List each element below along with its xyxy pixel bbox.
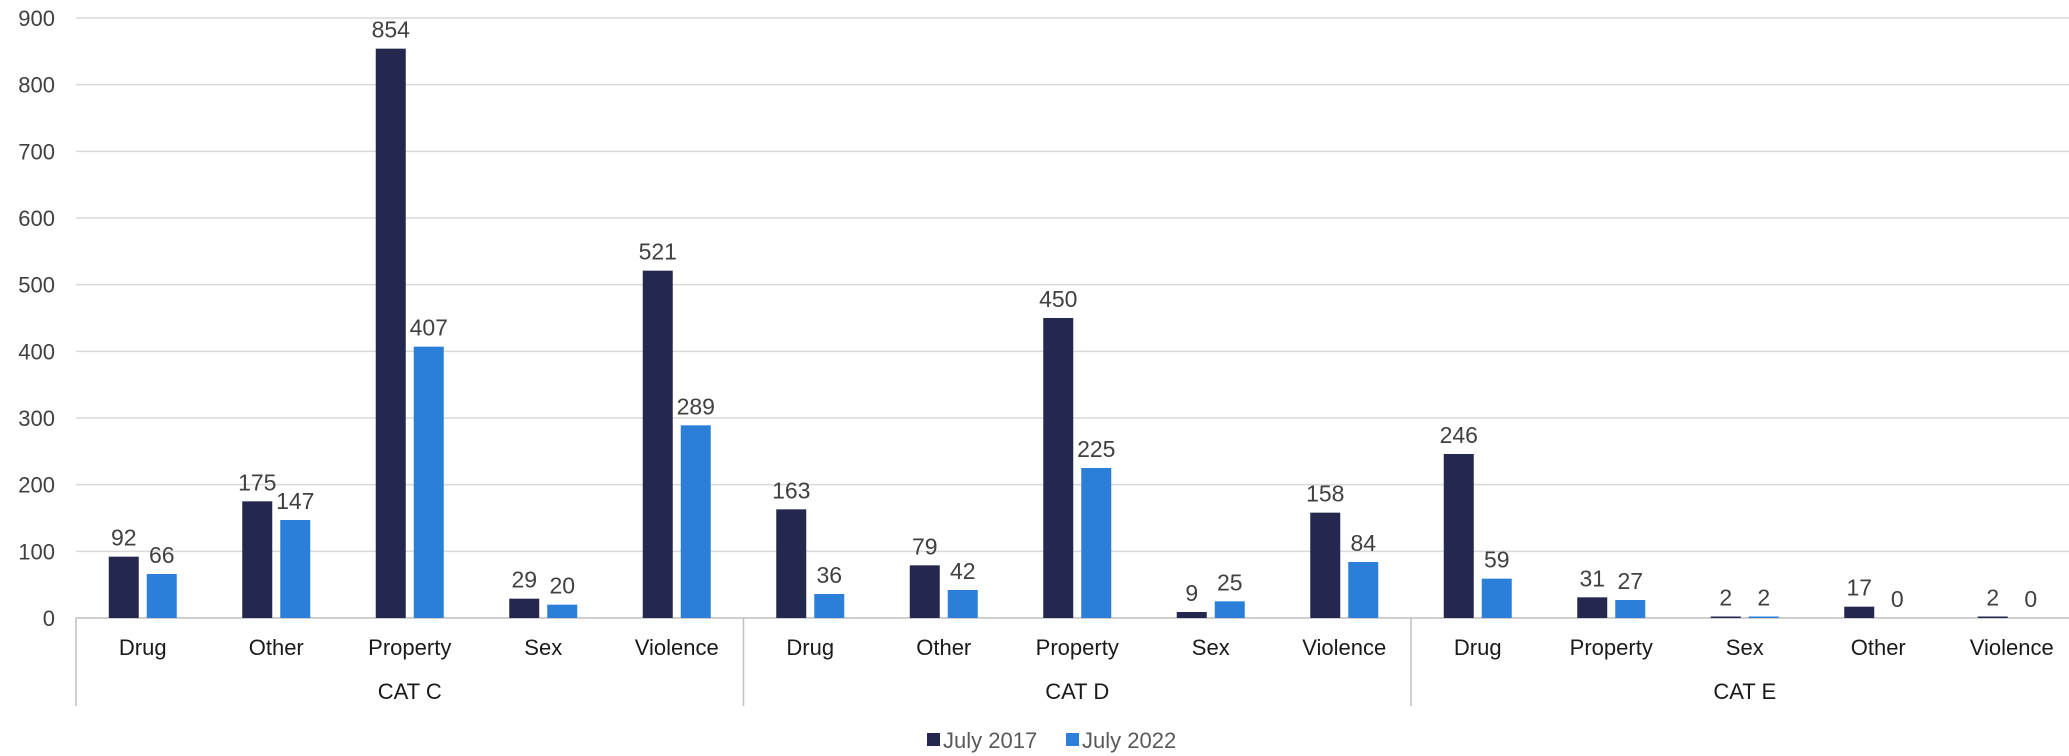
bar-july-2017 <box>776 509 807 618</box>
bar-july-2022 <box>280 520 311 618</box>
bars <box>108 48 2008 618</box>
data-label: 66 <box>149 542 175 568</box>
bar-july-2022 <box>1348 562 1379 618</box>
data-label: 27 <box>1617 568 1643 594</box>
y-tick-label: 0 <box>43 606 55 631</box>
x-category-label: Drug <box>786 635 834 660</box>
data-label: 163 <box>772 477 810 503</box>
bar-july-2017 <box>1844 606 1875 618</box>
y-tick-label: 500 <box>18 273 55 298</box>
x-category-label: Property <box>368 635 451 660</box>
data-label: 225 <box>1077 436 1115 462</box>
y-tick-label: 900 <box>18 6 55 31</box>
x-category-label: Violence <box>1970 635 2054 660</box>
x-category-label: Drug <box>119 635 167 660</box>
data-label: 0 <box>1891 586 1904 612</box>
bar-july-2022 <box>947 590 978 618</box>
x-category-label: Other <box>916 635 971 660</box>
x-category-label: Other <box>249 635 304 660</box>
bar-july-2017 <box>1176 612 1207 618</box>
y-tick-label: 200 <box>18 473 55 498</box>
data-label: 31 <box>1579 565 1605 591</box>
bar-july-2022 <box>413 346 444 618</box>
x-category-label: Property <box>1036 635 1119 660</box>
data-label: 42 <box>950 558 976 584</box>
bar-july-2022 <box>1748 616 1779 618</box>
x-category-label: Violence <box>1302 635 1386 660</box>
bar-july-2017 <box>1710 616 1741 618</box>
x-category-label: Sex <box>524 635 562 660</box>
x-category-label: Other <box>1851 635 1906 660</box>
bar-july-2022 <box>547 604 578 618</box>
bar-july-2017 <box>1977 616 2008 618</box>
bar-july-2017 <box>1577 597 1608 618</box>
x-category-label: Sex <box>1726 635 1764 660</box>
data-label: 79 <box>912 533 938 559</box>
data-label: 2 <box>1757 585 1770 611</box>
data-label: 854 <box>372 17 411 43</box>
bar-july-2017 <box>242 501 273 618</box>
bar-july-2022 <box>1214 601 1245 618</box>
x-group-label: CAT D <box>1045 679 1109 704</box>
y-tick-label: 700 <box>18 139 55 164</box>
x-category-label: Drug <box>1454 635 1502 660</box>
data-label: 36 <box>816 562 842 588</box>
data-label: 17 <box>1846 575 1872 601</box>
bar-july-2022 <box>814 594 845 618</box>
bar-july-2022 <box>1081 468 1112 618</box>
y-tick-label: 400 <box>18 339 55 364</box>
x-category-label: Sex <box>1192 635 1230 660</box>
x-category-label: Property <box>1570 635 1653 660</box>
legend-label: July 2017 <box>943 728 1037 753</box>
legend-label: July 2022 <box>1082 728 1176 753</box>
bar-july-2022 <box>680 425 711 618</box>
bar-july-2017 <box>1043 318 1074 618</box>
data-label: 175 <box>238 469 276 495</box>
data-label: 147 <box>276 488 314 514</box>
y-tick-label: 600 <box>18 206 55 231</box>
data-label: 2 <box>1986 585 1999 611</box>
data-label: 289 <box>677 393 715 419</box>
data-label: 20 <box>549 573 575 599</box>
y-tick-label: 800 <box>18 73 55 98</box>
x-group-label: CAT C <box>378 679 442 704</box>
data-label: 158 <box>1306 481 1344 507</box>
data-label: 9 <box>1185 580 1198 606</box>
bar-july-2017 <box>509 598 540 618</box>
y-tick-label: 300 <box>18 406 55 431</box>
data-label: 2 <box>1719 585 1732 611</box>
bar-july-2022 <box>1481 578 1512 618</box>
bar-july-2022 <box>1615 600 1646 618</box>
bar-july-2017 <box>1443 454 1474 618</box>
legend-swatch <box>927 733 940 746</box>
bar-july-2017 <box>375 48 406 618</box>
data-label: 450 <box>1039 286 1077 312</box>
data-label: 92 <box>111 525 137 551</box>
x-axis: Drug Other Property Sex Violence CAT C Drug Oth… <box>75 618 2054 706</box>
data-label: 25 <box>1217 569 1243 595</box>
data-label: 521 <box>639 239 677 265</box>
bar-july-2017 <box>909 565 940 618</box>
legend-swatch <box>1066 733 1079 746</box>
data-label: 246 <box>1440 422 1478 448</box>
x-category-label: Violence <box>635 635 719 660</box>
y-tick-label: 100 <box>18 539 55 564</box>
bar-july-2022 <box>146 574 177 618</box>
data-label: 59 <box>1484 547 1510 573</box>
data-label: 0 <box>2024 586 2037 612</box>
data-label: 84 <box>1350 530 1376 556</box>
data-label: 407 <box>410 315 448 341</box>
bar-july-2017 <box>642 270 673 618</box>
bar-july-2017 <box>108 556 139 618</box>
y-axis-ticks: 0 100 200 300 400 500 600 700 800 900 <box>18 6 55 631</box>
data-label: 29 <box>511 567 537 593</box>
legend: July 2017 July 2022 <box>927 728 1176 753</box>
x-group-label: CAT E <box>1713 679 1776 704</box>
bar-july-2017 <box>1310 512 1341 618</box>
